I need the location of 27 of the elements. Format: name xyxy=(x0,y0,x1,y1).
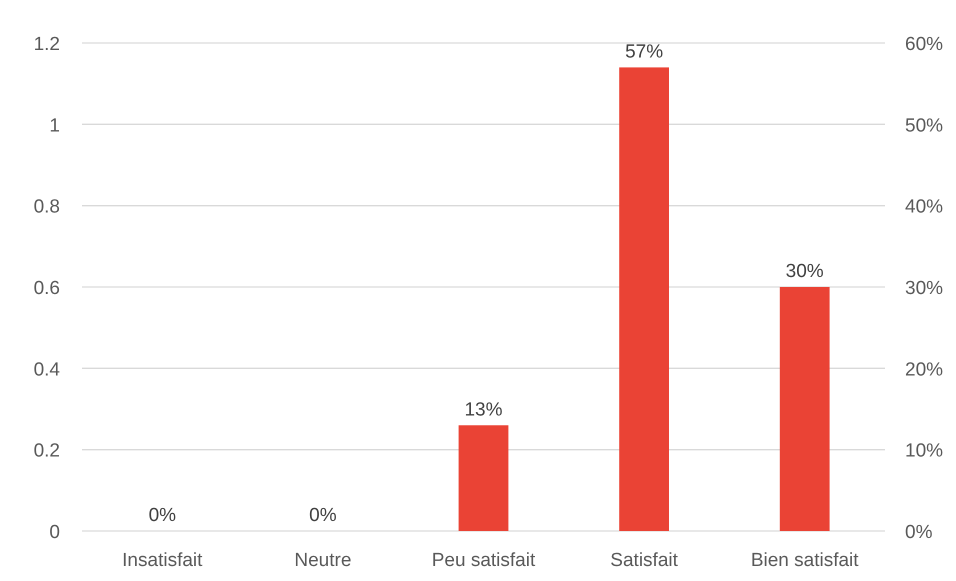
y-tick-label: 0.8 xyxy=(34,196,60,218)
y-tick-label: 1.2 xyxy=(34,34,60,55)
y2-tick-label: 50% xyxy=(905,115,944,136)
x-tick-label: Satisfait xyxy=(610,550,679,571)
y-tick-label: 0.6 xyxy=(34,278,60,299)
data-label: 13% xyxy=(464,399,503,420)
y2-tick-label: 30% xyxy=(905,278,944,299)
y-tick-label: 1 xyxy=(49,115,60,136)
data-label: 30% xyxy=(786,261,824,282)
y2-tick-label: 10% xyxy=(905,440,944,462)
bar xyxy=(619,67,669,531)
y2-tick-label: 60% xyxy=(905,34,944,55)
y2-tick-label: 0% xyxy=(905,522,933,543)
data-label: 0% xyxy=(309,505,337,526)
x-tick-label: Bien satisfait xyxy=(750,550,860,571)
x-tick-label: Neutre xyxy=(294,550,352,571)
x-tick-label: Insatisfait xyxy=(122,550,204,571)
bar xyxy=(780,287,830,531)
y2-tick-label: 20% xyxy=(905,359,944,380)
bar xyxy=(458,425,508,531)
data-label: 0% xyxy=(148,505,176,526)
y-tick-label: 0.2 xyxy=(34,440,60,462)
y2-tick-label: 40% xyxy=(905,196,944,218)
x-tick-label: Peu satisfait xyxy=(432,550,536,571)
y-tick-label: 0 xyxy=(49,522,60,543)
data-label: 57% xyxy=(625,41,664,62)
y-tick-label: 0.4 xyxy=(34,359,60,380)
